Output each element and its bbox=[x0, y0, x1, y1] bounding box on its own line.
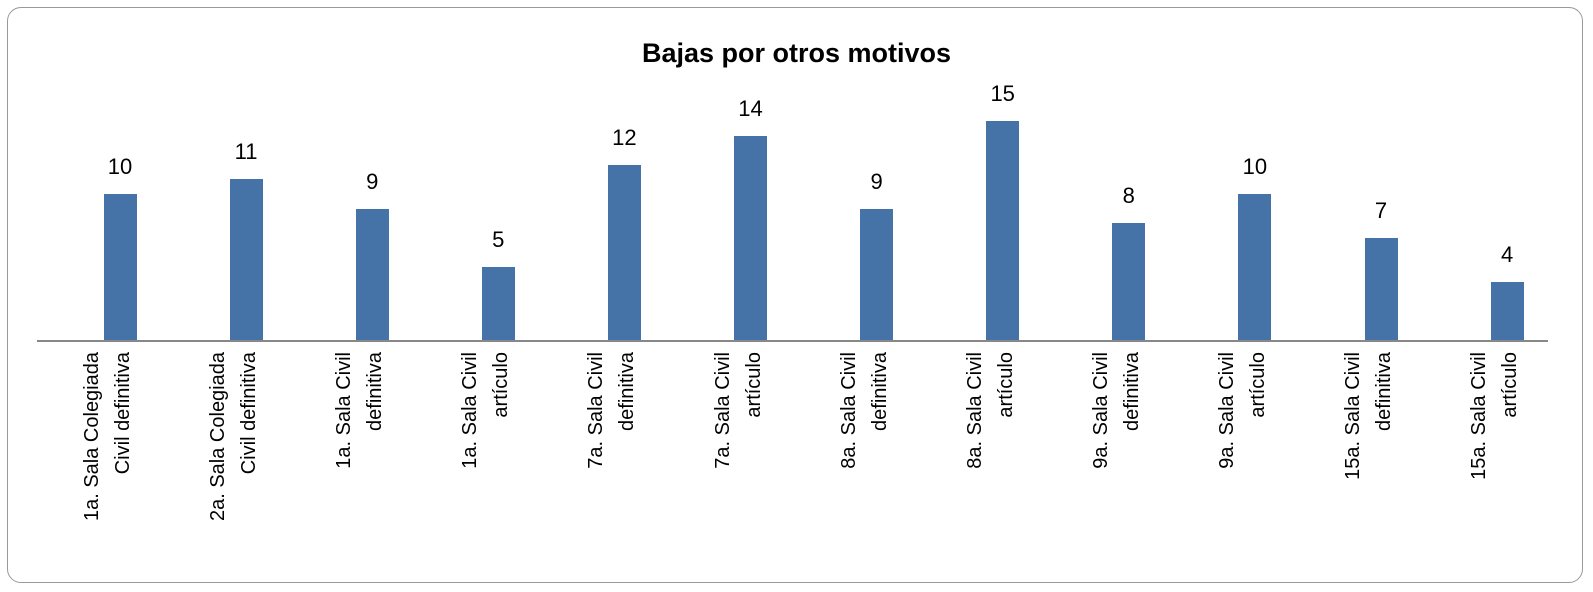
x-axis-line bbox=[37, 340, 1548, 342]
data-label: 10 bbox=[107, 154, 133, 179]
x-tick-label: 1a. Sala Civil definitiva bbox=[333, 352, 387, 469]
x-tick-label: 8a. Sala Civil definitiva bbox=[837, 352, 891, 469]
x-tick-label: 9a. Sala Civil definitiva bbox=[1089, 352, 1143, 469]
chart-frame bbox=[7, 7, 1583, 583]
chart-title: Bajas por otros motivos bbox=[641, 38, 952, 68]
x-tick-label: 15a. Sala Civil artículo bbox=[1468, 352, 1522, 480]
data-label: 7 bbox=[1374, 197, 1388, 223]
x-tick-label: 7a. Sala Civil artículo bbox=[711, 352, 765, 469]
bar bbox=[1112, 223, 1146, 340]
bar bbox=[481, 267, 515, 340]
x-tick-label: 7a. Sala Civil definitiva bbox=[585, 352, 639, 469]
data-label: 14 bbox=[738, 95, 763, 121]
x-tick-label: 8a. Sala Civil artículo bbox=[963, 352, 1017, 469]
data-label: 15 bbox=[990, 81, 1015, 106]
bar bbox=[103, 194, 137, 340]
x-tick-label: 9a. Sala Civil artículo bbox=[1215, 352, 1269, 469]
bar bbox=[734, 135, 767, 340]
x-tick-label: 1a. Sala Civil artículo bbox=[459, 352, 513, 469]
bar bbox=[1490, 281, 1524, 340]
bar bbox=[229, 179, 263, 340]
data-label: 4 bbox=[1500, 241, 1514, 267]
bar bbox=[860, 208, 894, 340]
data-label: 10 bbox=[1242, 154, 1268, 179]
bar bbox=[1238, 194, 1272, 340]
x-tick-label: 2a. Sala Colegiada Civil definitiva bbox=[207, 352, 261, 522]
bar bbox=[355, 208, 389, 340]
x-tick-label: 15a. Sala Civil definitiva bbox=[1342, 352, 1395, 480]
data-label: 12 bbox=[612, 124, 637, 150]
bar bbox=[607, 164, 641, 340]
data-label: 8 bbox=[1122, 183, 1135, 209]
bar bbox=[1364, 237, 1398, 340]
data-label: 9 bbox=[366, 168, 379, 194]
x-tick-label: 1a. Sala Colegiada Civil definitiva bbox=[81, 352, 134, 522]
data-label: 9 bbox=[870, 168, 883, 194]
bar bbox=[986, 121, 1020, 340]
data-label: 5 bbox=[492, 227, 505, 252]
data-label: 11 bbox=[234, 139, 258, 165]
